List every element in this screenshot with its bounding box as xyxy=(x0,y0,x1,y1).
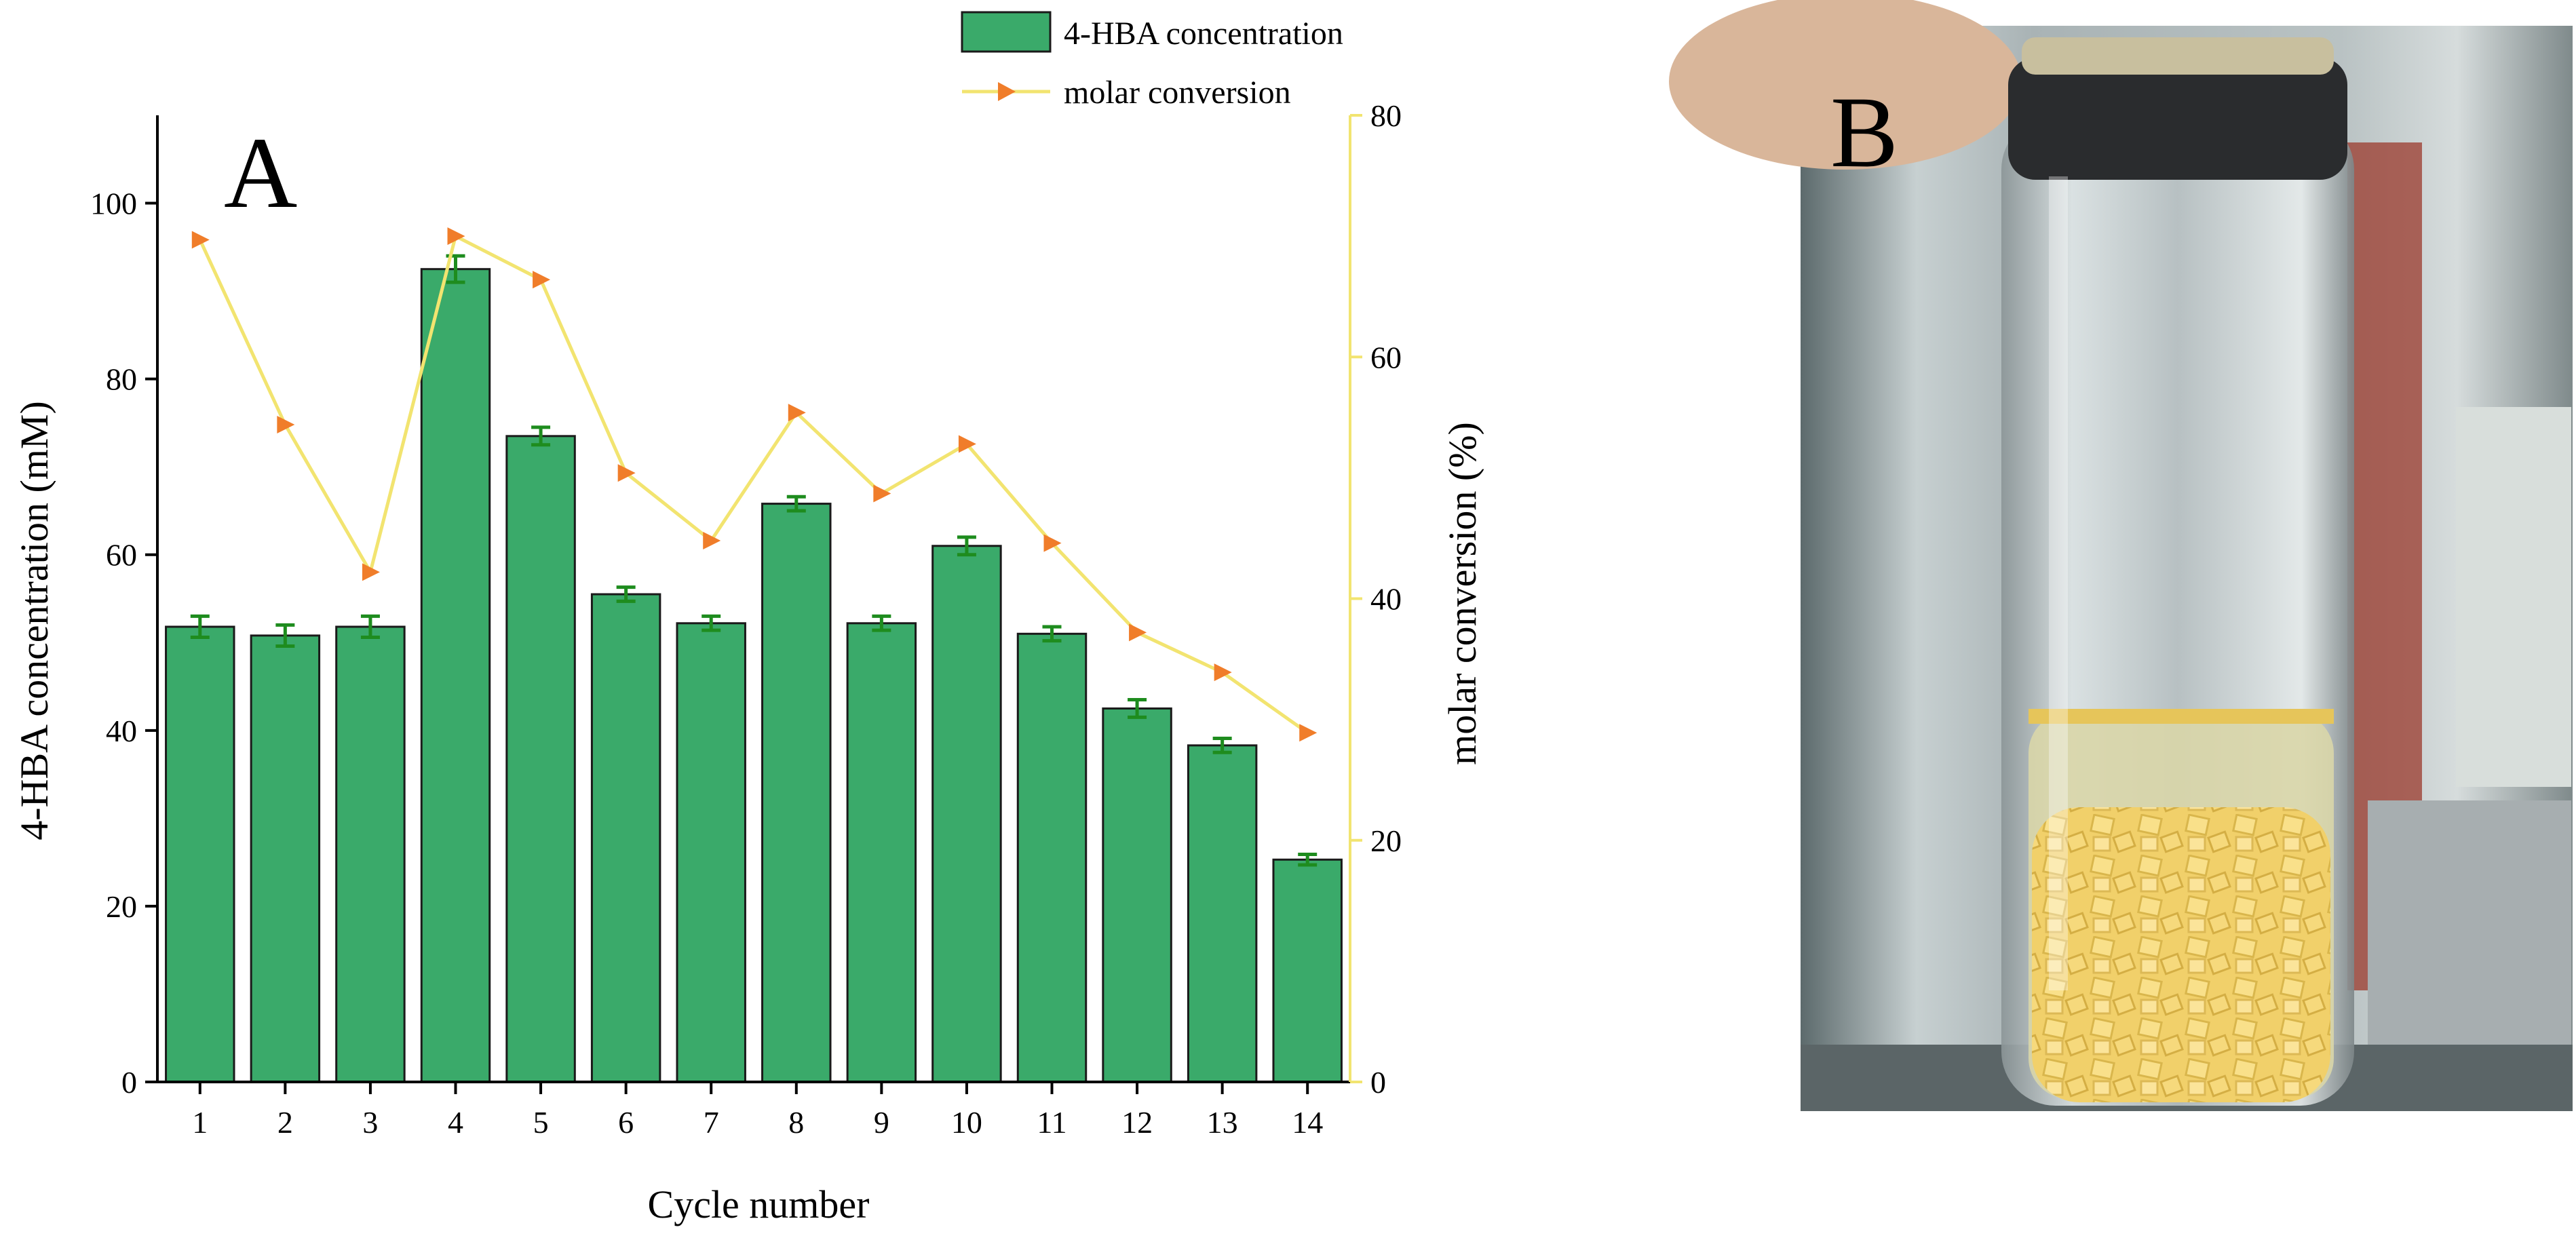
bar-cycle-5 xyxy=(505,435,576,1083)
panel-b-photo: B xyxy=(1669,0,2573,1111)
marker-cycle-10 xyxy=(958,435,976,453)
x-tick-label: 1 xyxy=(192,1105,208,1140)
bar-cycle-14 xyxy=(1272,858,1343,1083)
x-tick-label: 13 xyxy=(1207,1105,1238,1140)
error-bar-cycle-14 xyxy=(1298,852,1318,867)
x-tick-label: 2 xyxy=(277,1105,293,1140)
marker-cycle-8 xyxy=(788,404,806,422)
left-tick-label: 40 xyxy=(106,714,137,748)
x-tick-label: 9 xyxy=(874,1105,889,1140)
marker-cycle-3 xyxy=(362,563,380,581)
panel-b-letter: B xyxy=(1830,76,1898,189)
marker-cycle-2 xyxy=(277,416,295,433)
marker-cycle-6 xyxy=(617,464,636,482)
right-tick-label: 0 xyxy=(1370,1065,1386,1100)
bar-cycle-3 xyxy=(335,625,406,1083)
marker-cycle-13 xyxy=(1214,663,1232,682)
error-bar-cycle-7 xyxy=(701,614,721,632)
bar-cycle-11 xyxy=(1016,632,1088,1083)
marker-cycle-1 xyxy=(191,231,210,249)
right-tick-label: 20 xyxy=(1370,824,1402,858)
bar-series xyxy=(165,268,1343,1083)
bar-cycle-4 xyxy=(420,268,491,1083)
left-y-ticks: 0 20 40 60 80 100 xyxy=(90,187,157,1100)
marker-cycle-4 xyxy=(447,227,465,246)
vial-cap-top xyxy=(2022,37,2334,75)
x-tick-label: 11 xyxy=(1037,1105,1066,1140)
x-axis-title: Cycle number xyxy=(648,1182,870,1226)
line-series xyxy=(191,227,1318,742)
x-tick-label: 3 xyxy=(362,1105,378,1140)
bar-cycle-2 xyxy=(250,634,321,1083)
legend: 4-HBA concentration molar conversion xyxy=(961,11,1343,111)
right-y-axis-title: molar conversion (%) xyxy=(1440,422,1484,765)
vial-highlight xyxy=(2049,176,2068,990)
bar-cycle-9 xyxy=(846,622,917,1083)
left-tick-label: 60 xyxy=(106,538,137,573)
bar-cycle-10 xyxy=(931,545,1002,1083)
x-tick-label: 7 xyxy=(704,1105,719,1140)
x-ticks: 1 2 3 4 5 6 7 8 9 10 11 12 13 14 xyxy=(192,1082,1323,1140)
marker-cycle-9 xyxy=(873,484,891,503)
error-bar-series xyxy=(190,254,1318,867)
vial-cap xyxy=(2008,58,2347,180)
vial-liquid-surface xyxy=(2029,709,2334,724)
error-bar-cycle-10 xyxy=(957,535,976,557)
error-bar-cycle-11 xyxy=(1042,625,1062,643)
error-bar-cycle-13 xyxy=(1212,736,1232,754)
error-bar-cycle-9 xyxy=(872,614,891,632)
left-tick-label: 80 xyxy=(106,362,137,397)
error-bar-cycle-5 xyxy=(531,425,551,447)
marker-cycle-11 xyxy=(1043,534,1062,552)
bar-cycle-8 xyxy=(761,503,832,1083)
molar-conversion-line xyxy=(198,233,1309,735)
legend-line-marker xyxy=(998,82,1016,101)
x-tick-label: 5 xyxy=(533,1105,549,1140)
marker-cycle-12 xyxy=(1129,623,1147,642)
x-tick-label: 12 xyxy=(1121,1105,1153,1140)
marker-cycle-7 xyxy=(703,532,721,549)
left-tick-label: 20 xyxy=(106,889,137,924)
right-y-ticks: 0 20 40 60 80 xyxy=(1350,98,1402,1100)
legend-line-label: molar conversion xyxy=(1064,75,1291,111)
x-tick-label: 10 xyxy=(951,1105,982,1140)
panel-a-letter: A xyxy=(224,117,297,229)
x-tick-label: 4 xyxy=(448,1105,463,1140)
legend-bar-label: 4-HBA concentration xyxy=(1064,16,1343,52)
error-bar-cycle-12 xyxy=(1128,697,1147,719)
legend-bar-swatch xyxy=(961,11,1052,53)
right-tick-label: 40 xyxy=(1370,582,1402,617)
bar-cycle-7 xyxy=(676,622,746,1083)
marker-cycle-14 xyxy=(1299,724,1318,742)
marker-cycle-5 xyxy=(533,271,551,289)
x-tick-label: 14 xyxy=(1292,1105,1323,1140)
x-tick-label: 8 xyxy=(788,1105,804,1140)
photo-cabinet xyxy=(2368,800,2571,1058)
error-bar-cycle-2 xyxy=(275,623,295,648)
bar-cycle-12 xyxy=(1102,707,1172,1083)
right-tick-label: 80 xyxy=(1370,98,1402,133)
error-bar-cycle-3 xyxy=(360,614,380,639)
left-tick-label: 100 xyxy=(90,187,137,221)
bar-cycle-1 xyxy=(165,625,235,1083)
left-y-axis-title: 4-HBA concentration (mM) xyxy=(12,401,56,840)
photo-finger xyxy=(1669,0,2022,170)
bar-cycle-6 xyxy=(590,593,661,1083)
error-bar-cycle-8 xyxy=(786,495,806,513)
right-tick-label: 60 xyxy=(1370,340,1402,374)
photo-equipment xyxy=(2456,407,2571,787)
error-bar-cycle-6 xyxy=(616,585,636,603)
error-bar-cycle-1 xyxy=(190,614,210,639)
bar-cycle-13 xyxy=(1187,744,1258,1083)
vial-yellow-cubes xyxy=(2032,807,2330,1102)
x-tick-label: 6 xyxy=(618,1105,634,1140)
left-tick-label: 0 xyxy=(121,1065,137,1100)
